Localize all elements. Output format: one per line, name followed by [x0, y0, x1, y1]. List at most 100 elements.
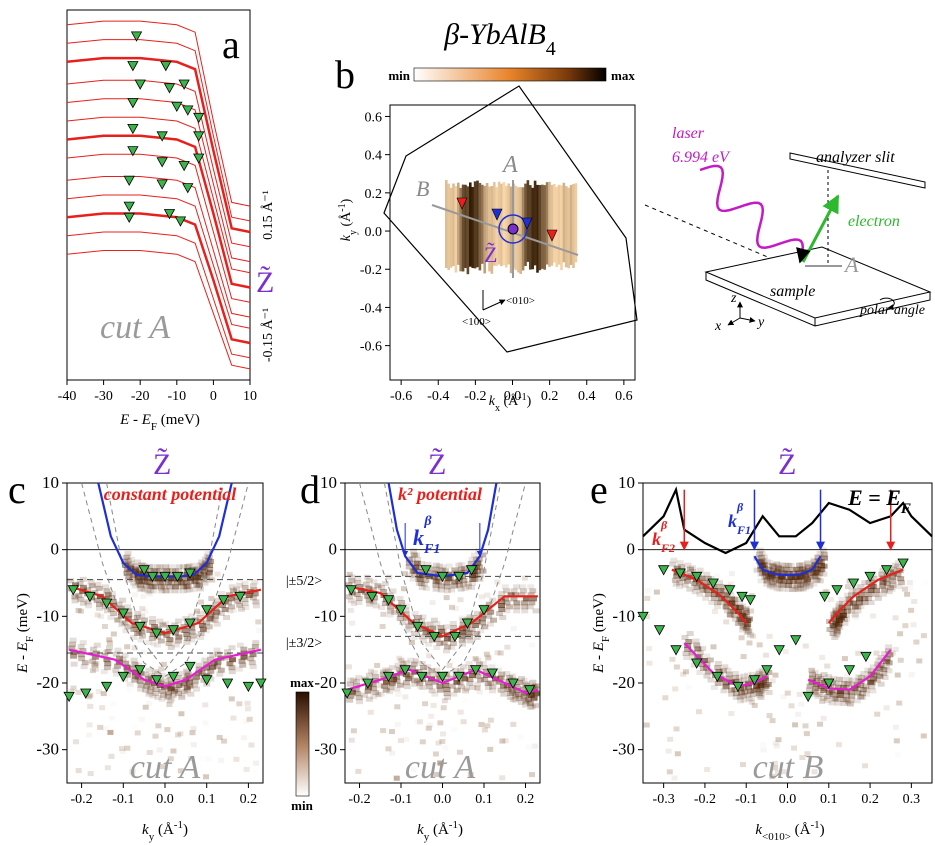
intensity-cell [720, 588, 728, 594]
intensity-cell [132, 592, 139, 598]
intensity-cell [732, 679, 740, 684]
intensity-cell [221, 738, 228, 744]
intensity-cell [855, 678, 863, 684]
intensity-cell [497, 595, 505, 600]
peak-marker [221, 678, 234, 689]
intensity-cell [739, 693, 747, 699]
intensity-cell [757, 571, 765, 577]
intensity-cell [172, 679, 180, 684]
intensity-cell [158, 586, 165, 592]
intensity-cell [384, 667, 391, 673]
intensity-cell [192, 578, 200, 584]
intensity-cell [110, 701, 116, 706]
intensity-cell [471, 576, 479, 582]
intensity-cell [236, 701, 243, 707]
intensity-cell [400, 661, 407, 667]
intensity-cell [183, 632, 191, 637]
intensity-cell [468, 627, 476, 632]
intensity-cell [532, 690, 540, 696]
intensity-cell [228, 645, 236, 651]
intensity-cell [139, 606, 146, 612]
intensity-cell [256, 628, 263, 634]
label-part: -1 [811, 819, 820, 831]
intensity-stripe [488, 186, 491, 272]
intensity-cell [528, 772, 535, 778]
intensity-cell [872, 591, 880, 597]
intensity-cell [123, 571, 131, 576]
intensity-cell [728, 711, 735, 717]
intensity-cell [676, 580, 684, 586]
intensity-cell [699, 587, 707, 593]
intensity-cell [447, 637, 455, 642]
intensity-cell [759, 563, 767, 568]
intensity-cell [897, 631, 904, 637]
intensity-cell [693, 642, 701, 648]
intensity-cell [412, 564, 420, 570]
intensity-cell [869, 688, 877, 694]
intensity-cell [531, 703, 539, 709]
intensity-cell [864, 667, 872, 673]
intensity-cell [380, 611, 387, 617]
intensity-cell [811, 558, 819, 564]
intensity-cell [832, 607, 840, 613]
intensity-cell [440, 705, 447, 711]
intensity-cell [93, 660, 100, 666]
intensity-cell [746, 608, 754, 614]
curve [346, 585, 538, 638]
intensity-cell [193, 566, 201, 572]
intensity-cell [844, 584, 851, 590]
intensity-cell [667, 736, 674, 742]
intensity-cell [732, 695, 740, 700]
intensity-cell [110, 631, 117, 637]
label-part: -1 [174, 819, 183, 831]
intensity-cell [760, 747, 767, 753]
intensity-cell [835, 606, 843, 611]
intensity-cell [770, 564, 778, 569]
intensity-cell [851, 604, 859, 610]
intensity-cell [819, 698, 826, 704]
intensity-cell [665, 748, 672, 754]
label-part: -1 [337, 203, 348, 211]
intensity-cell [848, 681, 856, 687]
x-tick-label: 0 [210, 389, 217, 404]
peak-marker [160, 61, 172, 72]
intensity-cell [459, 633, 467, 639]
intensity-cell [186, 587, 194, 593]
intensity-cell [714, 661, 722, 666]
intensity-cell [436, 563, 444, 569]
intensity-cell [229, 657, 237, 663]
y-tick-label: 0.4 [365, 149, 383, 164]
intensity-cell [146, 689, 154, 695]
intensity-cell [431, 691, 439, 697]
peak-marker [395, 605, 407, 616]
intensity-cell [842, 612, 850, 618]
intensity-cell [808, 675, 816, 681]
intensity-cell [836, 630, 842, 635]
label-part: (Å [338, 211, 354, 230]
intensity-cell [435, 579, 443, 585]
annotation: Z̃ [428, 448, 446, 481]
intensity-cell [84, 587, 92, 593]
intensity-cell [802, 573, 810, 579]
title-part: β-YbAlB [443, 18, 546, 51]
peak-marker [420, 565, 432, 576]
intensity-cell [386, 592, 394, 598]
intensity-cell [831, 696, 839, 702]
intensity-cell [154, 564, 162, 570]
intensity-cell [364, 593, 372, 599]
peak-marker [134, 79, 146, 90]
y-tick-label: 10 [42, 473, 59, 492]
intensity-cell [717, 584, 725, 590]
intensity-cell [394, 704, 401, 710]
intensity-cell [406, 673, 414, 679]
intensity-cell [527, 693, 535, 698]
intensity-cell [177, 580, 185, 586]
y-tick-label: 0 [329, 540, 338, 559]
intensity-cell [211, 613, 219, 619]
peak-marker [724, 585, 736, 596]
peak-marker [138, 565, 150, 576]
intensity-cell [895, 560, 903, 566]
intensity-cell [198, 608, 205, 614]
intensity-cell [386, 574, 393, 580]
